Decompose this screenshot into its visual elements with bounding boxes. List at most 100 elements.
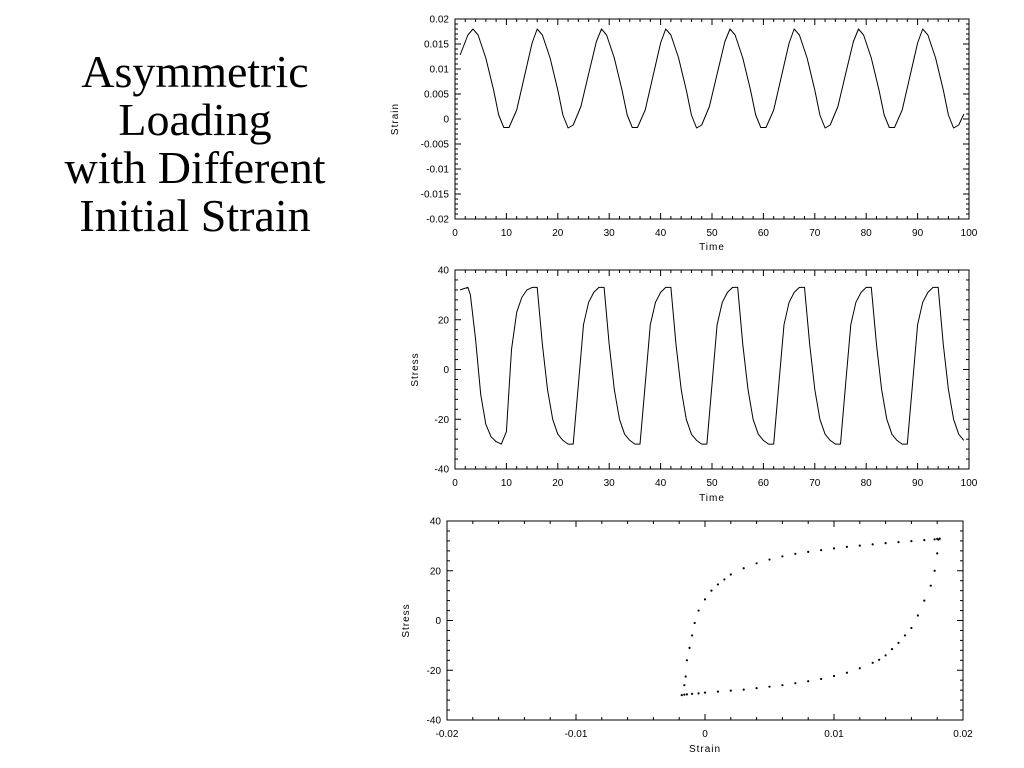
chart-3: -0.02 -0.01 0 0.01 0.02 -40 -20 0 20 40 Strain Stre…: [401, 517, 973, 756]
scatter-point: [871, 543, 874, 546]
scatter-point: [683, 684, 686, 687]
scatter-point: [691, 634, 694, 637]
x-tick-label: 0.01: [824, 729, 844, 740]
scatter-point: [755, 687, 758, 690]
scatter-point: [903, 634, 907, 637]
y-axis-label: Stress: [401, 603, 412, 637]
x-tick-label: 70: [809, 228, 821, 239]
scatter-point: [703, 691, 707, 694]
series-line-1: [459, 28, 965, 129]
x-tick-label: 80: [861, 478, 873, 489]
x-tick-label: 70: [809, 478, 821, 489]
x-axis-label: Time: [699, 242, 725, 253]
y-tick-label: 0.01: [430, 65, 450, 76]
y-tick-label: 20: [430, 566, 442, 577]
scatter-point: [685, 693, 689, 696]
scatter-point: [933, 569, 936, 572]
y-tick-label: 40: [438, 266, 450, 277]
y-tick-label: -0.015: [421, 190, 450, 201]
x-tick-label: 50: [706, 228, 718, 239]
scatter-point: [710, 589, 713, 592]
plot-frame: [446, 520, 964, 721]
y-tick-label: 0.02: [430, 15, 450, 26]
title-line-2: Loading: [118, 94, 272, 145]
scatter-point: [933, 538, 936, 541]
scatter-point: [807, 550, 810, 553]
y-tick-label: -40: [435, 465, 450, 476]
y-tick-label: 0: [443, 365, 449, 376]
y-tick-label: 40: [430, 517, 442, 528]
scatter-point: [680, 694, 683, 697]
scatter-point: [723, 578, 726, 581]
scatter-point: [768, 685, 771, 688]
chart-1: 0 10 20 30 40 50 60 70 80 90 100 -0.02 -0.015 -0.01 -0…: [390, 15, 978, 254]
x-tick-label: 50: [706, 478, 718, 489]
x-axis-label: Strain: [689, 744, 721, 755]
y-tick-label: -20: [435, 415, 450, 426]
scatter-point: [683, 693, 686, 696]
scatter-point: [936, 537, 939, 541]
scatter-point: [845, 545, 849, 548]
title-line-4: Initial Strain: [79, 190, 311, 241]
scatter-point: [768, 558, 771, 561]
x-tick-label: 60: [758, 478, 770, 489]
scatter-point: [693, 621, 696, 625]
x-tick-label: 0.02: [953, 729, 973, 740]
scatter-point: [858, 544, 861, 547]
scatter-point: [742, 567, 745, 570]
y-tick-label: -0.01: [426, 165, 449, 176]
scatter-point: [807, 680, 810, 683]
scatter-point: [820, 677, 823, 681]
y-tick-label: 20: [438, 315, 450, 326]
x-tick-label: 0: [452, 228, 458, 239]
y-axis-label: Strain: [390, 103, 401, 135]
scatter-point: [729, 689, 732, 692]
x-tick-label: 30: [604, 228, 616, 239]
scatter-point: [858, 667, 861, 670]
scatter-point: [820, 549, 823, 552]
x-tick-label: -0.02: [436, 729, 459, 740]
chart-2: 0 10 20 30 40 50 60 70 80 90 100 -40 -20 0 20 40 Time Str…: [410, 266, 978, 505]
scatter-point: [832, 547, 836, 550]
x-tick-label: 10: [501, 228, 513, 239]
slide-title: Asymmetric Loading with Different Initia…: [10, 48, 380, 240]
scatter-point: [884, 654, 887, 657]
series-line-1: [459, 286, 965, 445]
y-tick-label: -0.005: [421, 140, 450, 151]
scatter-point: [794, 552, 797, 555]
x-tick-label: 90: [912, 478, 924, 489]
scatter-point: [691, 692, 694, 695]
scatter-point: [781, 555, 784, 558]
x-tick-label: 20: [552, 228, 564, 239]
scatter-point: [697, 692, 700, 695]
x-tick-label: 20: [552, 478, 564, 489]
plot-frame: [454, 269, 970, 470]
x-axis-label: Time: [699, 493, 725, 504]
scatter-point: [878, 658, 881, 661]
scatter-point: [716, 690, 720, 693]
scatter-point: [916, 614, 919, 617]
scatter-point: [938, 537, 941, 540]
y-tick-label: 0.015: [424, 40, 449, 51]
x-tick-label: 40: [655, 228, 667, 239]
x-tick-label: 90: [912, 228, 924, 239]
scatter-point: [897, 641, 900, 644]
x-tick-label: 10: [501, 478, 513, 489]
scatter-point: [697, 609, 700, 612]
x-tick-label: 80: [861, 228, 873, 239]
y-tick-label: 0: [443, 115, 449, 126]
scatter-point: [897, 541, 900, 544]
scatter-point: [890, 648, 894, 651]
scatter-point: [910, 626, 913, 630]
scatter-point: [742, 688, 745, 691]
y-tick-label: -40: [427, 716, 442, 727]
scatter-point: [832, 674, 836, 678]
x-tick-label: 100: [961, 478, 978, 489]
scatter-point: [716, 583, 720, 586]
x-tick-label: 0: [702, 729, 708, 740]
scatter-point: [871, 661, 874, 664]
y-tick-label: -0.02: [426, 215, 449, 226]
scatter-point: [910, 540, 913, 543]
scatter-point: [729, 573, 732, 576]
